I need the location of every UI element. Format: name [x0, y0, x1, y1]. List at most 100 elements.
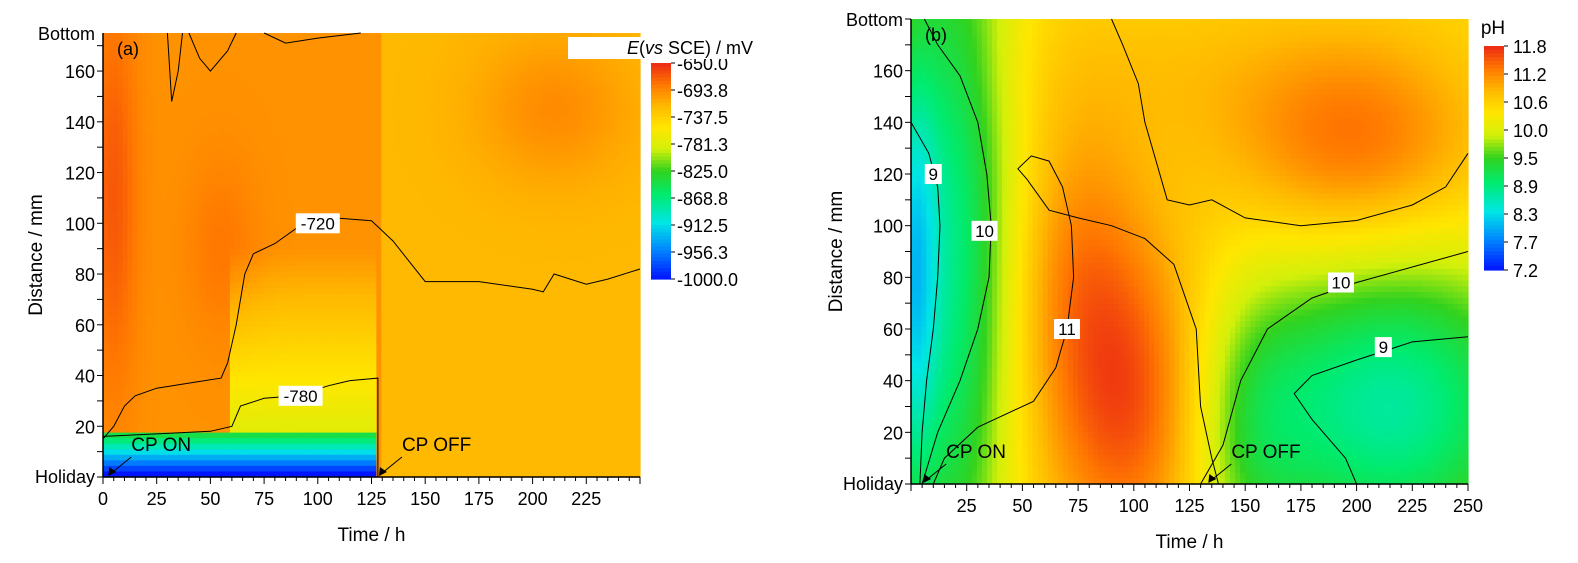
heatmap-cell — [312, 243, 319, 251]
heatmap-cell — [181, 310, 187, 317]
heatmap-cell — [127, 71, 133, 78]
heatmap-cell — [112, 277, 119, 284]
heatmap-cell — [151, 149, 158, 156]
heatmap-cell — [200, 327, 207, 334]
heatmap-cell — [317, 316, 324, 323]
heatmap-cell — [185, 166, 192, 173]
heatmap-cell — [273, 71, 280, 78]
heatmap-cell — [278, 404, 285, 411]
heatmap-cell — [268, 465, 275, 473]
heatmap-cell — [312, 249, 319, 256]
heatmap-cell — [161, 44, 168, 51]
heatmap-cell — [351, 110, 358, 117]
heatmap-cell — [361, 71, 368, 78]
heatmap-cell — [151, 82, 158, 90]
heatmap-cell — [366, 33, 373, 40]
heatmap-cell — [351, 371, 358, 378]
heatmap-cell — [366, 166, 373, 173]
heatmap-cell — [215, 321, 221, 328]
heatmap-cell — [322, 249, 329, 256]
heatmap-cell — [273, 105, 280, 112]
heatmap-cell — [112, 188, 119, 195]
heatmap-cell — [117, 60, 124, 67]
heatmap-cell — [293, 55, 299, 62]
heatmap-cell — [351, 38, 358, 45]
heatmap-cell — [200, 105, 207, 112]
heatmap-cell — [127, 432, 133, 439]
heatmap-cell — [278, 299, 285, 306]
heatmap-cell — [142, 371, 148, 378]
heatmap-cell — [103, 216, 109, 223]
heatmap-cell — [342, 188, 348, 195]
heatmap-cell — [327, 388, 334, 395]
heatmap-cell — [220, 255, 226, 262]
heatmap-cell — [244, 227, 251, 234]
heatmap-cell — [234, 232, 241, 239]
heatmap-cell — [132, 243, 138, 251]
heatmap-cell — [103, 199, 109, 206]
heatmap-cell — [151, 260, 158, 267]
heatmap-cell — [361, 354, 368, 362]
heatmap-cell — [312, 299, 319, 306]
heatmap-cell — [205, 155, 211, 162]
heatmap-cell — [327, 144, 334, 151]
heatmap-cell — [185, 210, 192, 217]
heatmap-cell — [259, 393, 265, 400]
heatmap-cell — [371, 38, 377, 45]
heatmap-cell — [151, 266, 158, 273]
heatmap-cell — [303, 171, 309, 178]
heatmap-cell — [127, 132, 133, 140]
heatmap-cell — [176, 399, 182, 406]
heatmap-cell — [347, 38, 353, 45]
heatmap-cell — [220, 243, 226, 251]
heatmap-cell — [356, 188, 363, 195]
heatmap-cell — [161, 443, 168, 450]
heatmap-cell — [190, 449, 197, 456]
heatmap-cell — [293, 127, 299, 134]
heatmap-cell — [342, 371, 348, 378]
heatmap-cell — [268, 399, 275, 406]
heatmap-cell — [391, 205, 397, 212]
heatmap-cell — [312, 310, 319, 317]
heatmap-cell — [132, 288, 138, 295]
heatmap-cell — [366, 55, 373, 62]
heatmap-cell — [303, 304, 309, 312]
heatmap-cell — [337, 232, 343, 239]
heatmap-cell — [107, 299, 114, 306]
heatmap-cell — [132, 432, 138, 439]
heatmap-cell — [127, 366, 133, 373]
heatmap-cell — [395, 443, 402, 450]
heatmap-cell — [273, 404, 280, 411]
heatmap-cell — [361, 132, 368, 140]
heatmap-cell — [356, 132, 363, 140]
heatmap-cell — [332, 188, 338, 195]
heatmap-cell — [200, 454, 207, 461]
heatmap-cell — [239, 310, 246, 317]
heatmap-cell — [303, 427, 309, 434]
heatmap-cell — [391, 415, 397, 423]
heatmap-cell — [137, 277, 143, 284]
heatmap-cell — [200, 121, 207, 128]
heatmap-cell — [298, 138, 304, 145]
heatmap-cell — [332, 105, 338, 112]
heatmap-cell — [356, 282, 363, 289]
heatmap-cell — [371, 432, 377, 439]
heatmap-cell — [234, 132, 241, 140]
heatmap-cell — [337, 310, 343, 317]
heatmap-cell — [342, 38, 348, 45]
heatmap-cell — [268, 260, 275, 267]
heatmap-cell — [200, 232, 207, 239]
heatmap-cell — [312, 105, 319, 112]
heatmap-cell — [268, 132, 275, 140]
heatmap-cell — [210, 443, 216, 450]
heatmap-cell — [327, 166, 334, 173]
heatmap-cell — [366, 193, 373, 201]
heatmap-cell — [220, 238, 226, 245]
heatmap-cell — [156, 99, 163, 106]
heatmap-cell — [322, 349, 329, 356]
heatmap-cell — [176, 349, 182, 356]
heatmap-cell — [337, 349, 343, 356]
heatmap-cell — [117, 288, 124, 295]
heatmap-cell — [254, 271, 260, 278]
heatmap-cell — [293, 94, 299, 101]
